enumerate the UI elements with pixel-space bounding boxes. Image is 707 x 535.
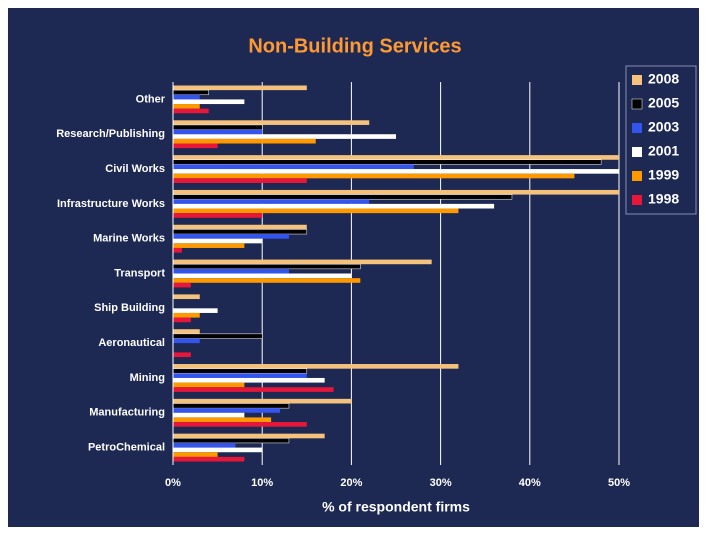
y-tick-label: Research/Publishing [56,128,165,140]
bar [173,398,352,404]
bar [173,155,619,160]
y-tick-label: Marine Works [93,233,165,245]
x-tick-label: 40% [519,477,541,489]
bar [173,312,200,318]
bar [173,452,218,457]
bar [173,143,218,149]
bar [173,169,619,174]
bar [173,412,245,418]
legend-label: 2003 [648,119,679,135]
bar [173,268,289,274]
bar [173,208,459,214]
legend-swatch [632,171,642,181]
bar [173,278,361,283]
bar [173,456,245,462]
bar [173,422,307,427]
bar [173,294,200,300]
bar [173,317,191,323]
bar [173,282,191,288]
x-tick-label: 50% [608,477,630,489]
x-axis-label: % of respondent firms [322,499,470,515]
bar [173,433,325,439]
bar [173,129,263,135]
bar [173,243,245,248]
bar [173,273,352,279]
legend-swatch [632,123,642,133]
bar [173,329,200,334]
bar [173,373,307,378]
y-tick-label: Mining [130,372,165,384]
bar [173,120,370,125]
bar [173,382,245,388]
bar [173,85,307,91]
bar [173,338,200,344]
bar [173,417,272,423]
bar [172,403,290,409]
bar [173,247,182,253]
bar [172,159,602,165]
bar [173,447,263,453]
bar [173,203,495,209]
bar [173,387,334,392]
bar [172,229,308,235]
y-tick-label: Aeronautical [98,337,165,349]
bar [173,108,209,114]
y-tick-label: Ship Building [94,302,165,314]
chart-title: Non-Building Services [248,35,461,57]
x-tick-label: 30% [430,477,452,489]
x-tick-label: 10% [251,477,273,489]
y-tick-label: Civil Works [105,163,165,175]
x-tick-label: 0% [165,477,181,489]
bar [173,442,236,448]
bar [173,377,325,383]
bar [172,263,361,270]
bar [173,173,575,179]
bar [173,259,432,265]
bar [173,134,396,139]
legend-swatch [631,98,643,110]
bar [173,164,414,170]
y-tick-label: Transport [114,267,165,279]
legend-label: 1998 [648,191,679,207]
bar [173,238,263,244]
legend-box [625,65,697,215]
bar [173,364,459,369]
y-tick-label: Infrastructure Works [57,198,165,210]
bar [172,438,290,444]
legend-label: 2005 [648,95,679,111]
bar [173,199,370,204]
bar [172,368,308,374]
bar [173,224,307,230]
bar [172,333,263,339]
bar [173,213,263,218]
bar [173,352,191,358]
legend-swatch [632,195,642,205]
y-tick-label: Other [136,93,166,105]
y-tick-label: Manufacturing [89,407,165,419]
x-tick-label: 20% [340,477,362,489]
bar [173,178,307,183]
bar [173,189,619,195]
bar [173,308,218,313]
bar [172,124,263,130]
bar [173,234,289,239]
bar [173,138,316,144]
legend-label: 2001 [648,143,679,159]
bar [172,194,513,200]
bar [173,408,281,413]
bar [173,99,245,105]
legend-swatch [632,75,642,85]
bar [172,89,209,96]
bar [173,104,200,109]
legend-label: 1999 [648,167,679,183]
legend-swatch [632,147,642,157]
legend-label: 2008 [648,71,679,87]
y-tick-label: PetroChemical [88,441,165,453]
bar [173,94,200,100]
